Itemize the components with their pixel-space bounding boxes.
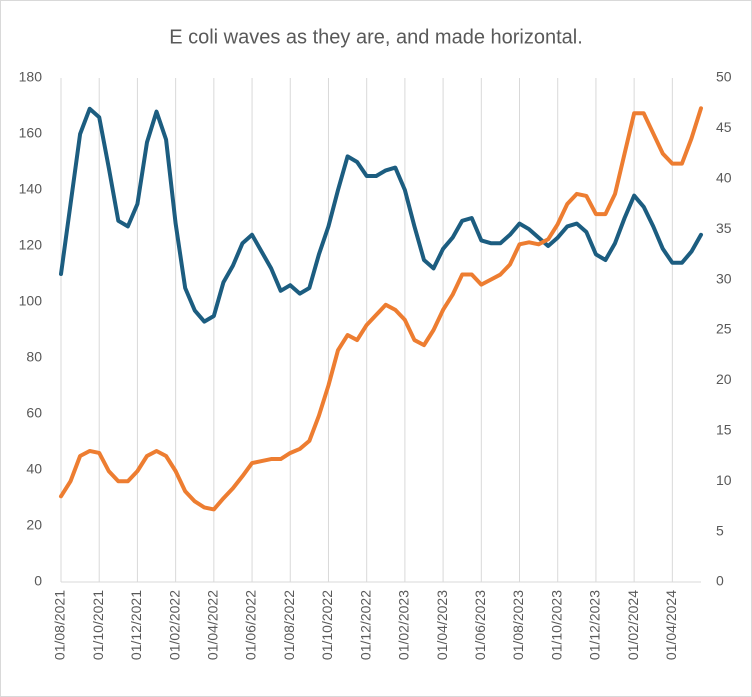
y-tick-label: 80 [26,349,42,365]
y2-tick-label: 30 [716,270,732,286]
x-tick-label: 01/02/2023 [396,590,412,660]
y2-tick-label: 35 [716,220,732,236]
x-tick-label: 01/08/2021 [52,590,68,660]
y2-tick-label: 15 [716,422,732,438]
y-tick-label: 160 [19,125,43,141]
x-tick-label: 01/10/2023 [548,590,564,660]
y2-tick-label: 10 [716,472,732,488]
y-tick-label: 180 [19,69,43,85]
y-tick-label: 0 [34,573,42,589]
x-tick-label: 01/04/2024 [663,590,679,660]
x-tick-label: 01/12/2021 [128,590,144,660]
x-tick-label: 01/08/2023 [510,590,526,660]
chart-title: E coli waves as they are, and made horiz… [169,26,583,48]
x-tick-label: 01/02/2022 [166,590,182,660]
y-tick-label: 20 [26,517,42,533]
y-tick-label: 120 [19,237,43,253]
y-tick-label: 60 [26,405,42,421]
y2-tick-label: 5 [716,522,724,538]
x-tick-label: 01/10/2021 [90,590,106,660]
y2-tick-label: 40 [716,170,732,186]
x-tick-label: 01/04/2023 [434,590,450,660]
y-tick-label: 140 [19,181,43,197]
y2-tick-label: 25 [716,321,732,337]
x-tick-label: 01/06/2022 [243,590,259,660]
x-tick-label: 01/08/2022 [281,590,297,660]
x-tick-label: 01/12/2022 [357,590,373,660]
data-line [59,106,703,324]
x-tick-label: 01/04/2022 [205,590,221,660]
x-tick-label: 01/02/2024 [625,590,641,660]
y2-tick-label: 20 [716,371,732,387]
data-line [59,106,703,512]
y2-tick-label: 45 [716,119,732,135]
y2-tick-label: 50 [716,69,732,85]
x-tick-label: 01/12/2023 [587,590,603,660]
x-tick-label: 01/06/2023 [472,590,488,660]
y-tick-label: 100 [19,293,43,309]
y2-tick-label: 0 [716,573,724,589]
y-tick-label: 40 [26,461,42,477]
x-tick-label: 01/10/2022 [319,590,335,660]
